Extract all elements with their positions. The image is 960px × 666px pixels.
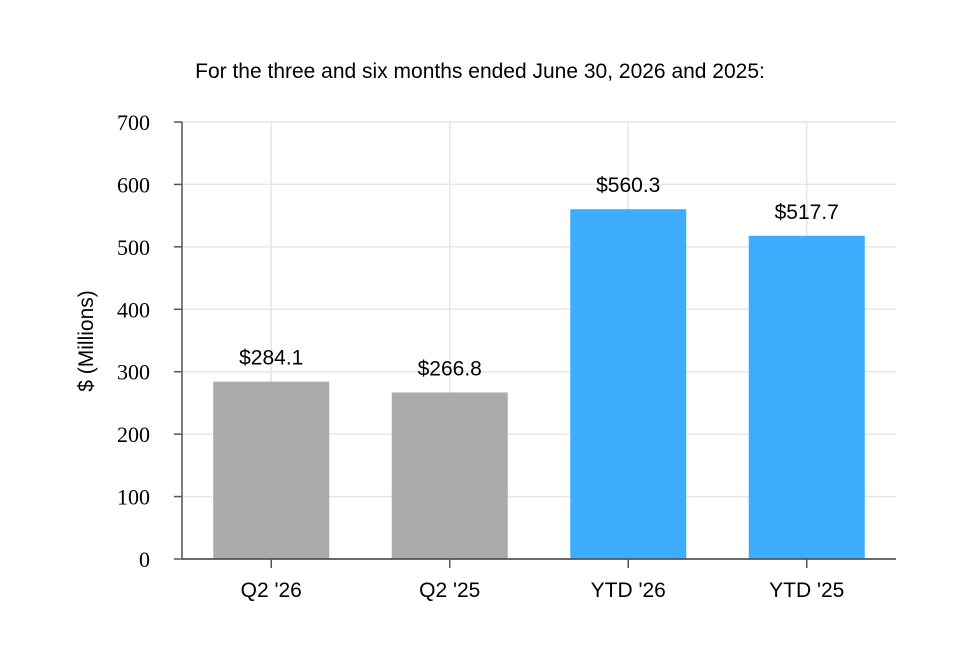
y-tick-label: 500	[117, 235, 150, 260]
x-tick-label: YTD '26	[591, 579, 666, 602]
data-label: $284.1	[239, 347, 303, 370]
x-tick-label: Q2 '25	[419, 579, 480, 602]
axes	[174, 121, 896, 568]
y-tick-label: 400	[117, 297, 150, 322]
bars	[213, 209, 865, 559]
bar-1	[391, 392, 508, 559]
y-tick-label: 700	[117, 110, 150, 135]
y-tick-label: 100	[117, 485, 150, 510]
bar-0	[213, 381, 330, 559]
data-label: $266.8	[418, 357, 482, 380]
bar-3	[748, 235, 865, 559]
y-tick-label: 300	[117, 360, 150, 385]
data-label: $517.7	[775, 201, 839, 224]
y-tick-label: 600	[117, 172, 150, 197]
data-label: $560.3	[596, 174, 660, 197]
chart-title: For the three and six months ended June …	[195, 60, 765, 83]
x-tick-label: YTD '25	[769, 579, 844, 602]
x-tick-label: Q2 '26	[241, 579, 302, 602]
labels: 0 100 200 300 400 500 600 700 $284.1 $266.8 $560.3…	[117, 110, 844, 602]
bar-2	[570, 209, 687, 559]
y-axis-label: $ (Millions)	[75, 290, 98, 392]
y-tick-label: 200	[117, 422, 150, 447]
y-tick-label: 0	[139, 547, 150, 572]
